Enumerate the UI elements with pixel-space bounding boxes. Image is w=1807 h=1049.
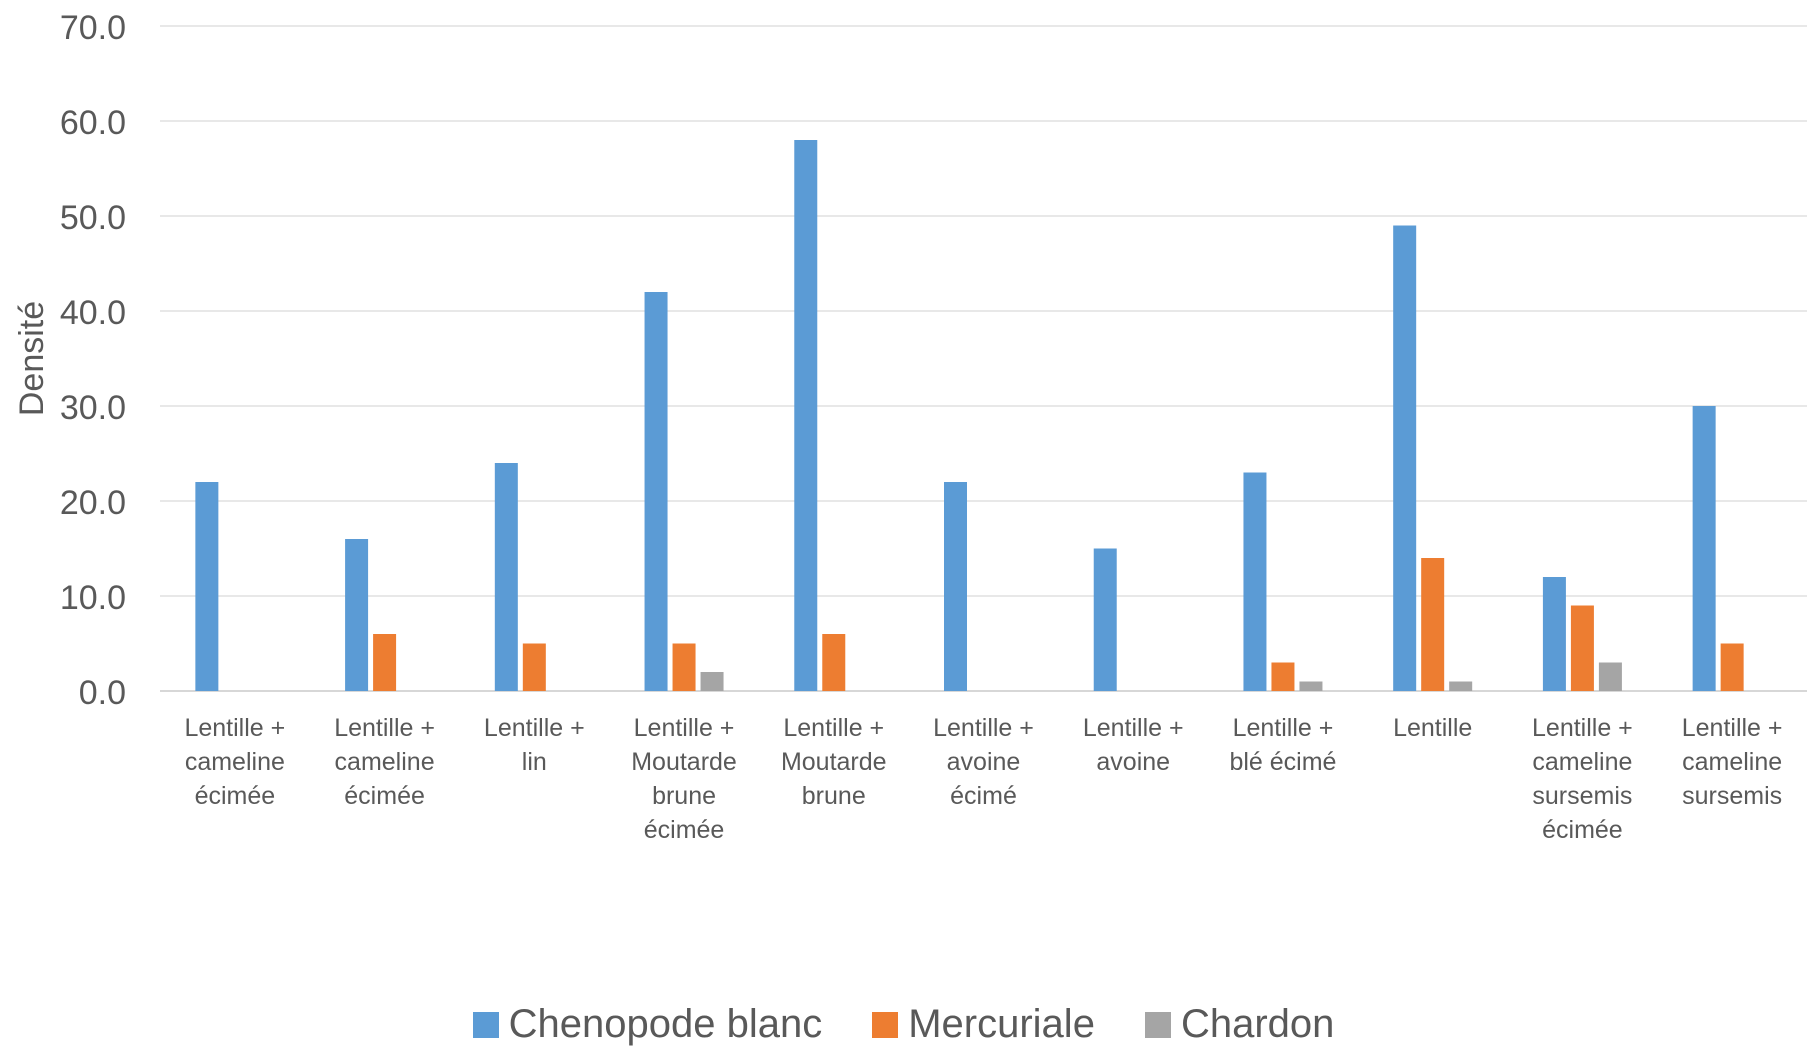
legend-label-chenopode: Chenopode blanc — [508, 1002, 823, 1046]
x-tick-label: lin — [522, 748, 547, 776]
bar — [1692, 406, 1716, 691]
legend-item-chardon: Chardon — [1144, 1002, 1335, 1047]
y-tick-label: 60.0 — [60, 104, 126, 142]
y-axis-title: Densité — [13, 301, 51, 416]
x-tick-label: Lentille + — [1532, 714, 1633, 742]
x-tick-label: Moutarde — [631, 748, 737, 776]
bar — [644, 292, 668, 691]
x-tick-label: sursemis — [1532, 782, 1632, 810]
bar — [1449, 681, 1473, 691]
x-tick-label: Lentille — [1393, 714, 1472, 742]
x-tick-label: Lentille + — [783, 714, 884, 742]
bar — [794, 140, 818, 691]
x-tick-label: écimée — [1542, 816, 1623, 844]
x-tick-label: brune — [652, 782, 716, 810]
x-tick-label: écimée — [195, 782, 276, 810]
legend-swatch-chenopode — [472, 1011, 499, 1038]
x-tick-label: écimé — [950, 782, 1017, 810]
y-tick-label: 50.0 — [60, 199, 126, 237]
legend-item-chenopode: Chenopode blanc — [472, 1002, 823, 1047]
legend-label-chardon: Chardon — [1180, 1002, 1335, 1046]
bar — [345, 539, 369, 691]
bar — [1299, 681, 1323, 691]
x-tick-label: Lentille + — [334, 714, 435, 742]
x-tick-label: sursemis — [1682, 782, 1782, 810]
bar — [1720, 643, 1744, 691]
y-tick-label: 30.0 — [60, 389, 126, 427]
bar — [1570, 605, 1594, 691]
x-tick-label: Lentille + — [484, 714, 585, 742]
x-tick-label: Lentille + — [184, 714, 285, 742]
x-tick-label: Lentille + — [634, 714, 735, 742]
bar — [1598, 662, 1622, 691]
x-tick-label: avoine — [947, 748, 1021, 776]
x-tick-label: Lentille + — [1233, 714, 1334, 742]
x-tick-label: cameline — [185, 748, 285, 776]
bar — [195, 482, 219, 691]
bar-chart: 0.0 10.0 20.0 30.0 40.0 50.0 60.0 70.0 Densité Le… — [13, 9, 1807, 844]
x-tick-label: écimée — [644, 816, 725, 844]
y-tick-label: 10.0 — [60, 579, 126, 617]
bar — [373, 634, 397, 691]
x-tick-label: Moutarde — [781, 748, 887, 776]
y-tick-label: 40.0 — [60, 294, 126, 332]
x-tick-label: avoine — [1096, 748, 1170, 776]
bar — [522, 643, 546, 691]
x-tick-label: brune — [802, 782, 866, 810]
x-tick-label: Lentille + — [1682, 714, 1783, 742]
x-tick-label: cameline — [1532, 748, 1632, 776]
x-tick-label: cameline — [1682, 748, 1782, 776]
x-tick-label: Lentille + — [1083, 714, 1184, 742]
x-tick-label: Lentille + — [933, 714, 1034, 742]
bar — [1421, 558, 1445, 691]
legend-item-mercuriale: Mercuriale — [872, 1002, 1095, 1047]
x-tick-label: cameline — [335, 748, 435, 776]
bar — [672, 643, 696, 691]
x-tick-label: écimée — [344, 782, 425, 810]
legend: Chenopode blanc Mercuriale Chardon — [0, 1000, 1807, 1049]
legend-swatch-mercuriale — [872, 1011, 899, 1038]
y-tick-label: 0.0 — [79, 674, 126, 712]
bar — [1271, 662, 1295, 691]
bar — [1393, 225, 1417, 691]
bar — [1093, 548, 1117, 691]
bar — [1243, 472, 1267, 691]
bar — [944, 482, 967, 691]
y-tick-label: 20.0 — [60, 484, 126, 522]
legend-swatch-chardon — [1144, 1011, 1171, 1038]
bar — [700, 672, 724, 691]
x-tick-label: blé écimé — [1229, 748, 1336, 776]
legend-label-mercuriale: Mercuriale — [908, 1002, 1095, 1046]
bar — [822, 634, 846, 691]
y-tick-label: 70.0 — [60, 9, 126, 47]
bar — [1542, 577, 1566, 691]
bar — [494, 463, 518, 691]
